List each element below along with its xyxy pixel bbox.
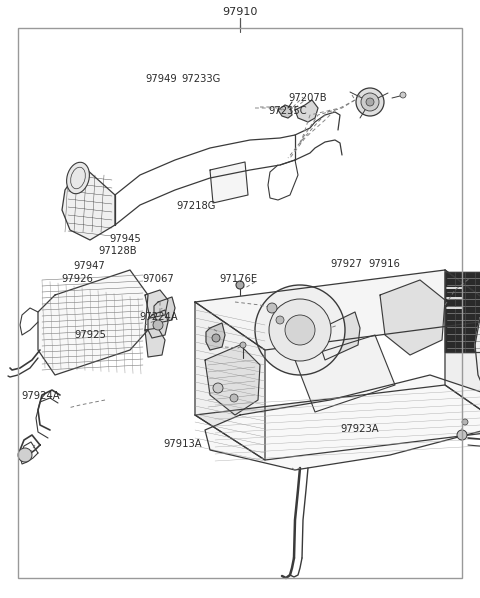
Circle shape	[213, 383, 223, 393]
Ellipse shape	[269, 299, 331, 361]
Circle shape	[276, 316, 284, 324]
Text: 97176E: 97176E	[220, 274, 258, 283]
Ellipse shape	[255, 285, 345, 375]
Text: 97910: 97910	[222, 7, 258, 17]
Ellipse shape	[67, 162, 89, 194]
Text: 97235C: 97235C	[269, 106, 307, 115]
Circle shape	[400, 92, 406, 98]
Circle shape	[457, 430, 467, 440]
Text: 97925: 97925	[74, 330, 106, 340]
Polygon shape	[205, 375, 480, 470]
Ellipse shape	[366, 98, 374, 106]
Polygon shape	[62, 168, 115, 240]
Circle shape	[153, 320, 163, 330]
Polygon shape	[145, 328, 165, 357]
Polygon shape	[278, 105, 292, 118]
Text: 97947: 97947	[73, 261, 105, 271]
Polygon shape	[295, 335, 395, 412]
Polygon shape	[195, 385, 480, 460]
Polygon shape	[210, 162, 248, 203]
Text: 97916: 97916	[369, 260, 400, 269]
Polygon shape	[195, 302, 265, 460]
Polygon shape	[148, 310, 168, 338]
Text: 97224A: 97224A	[139, 312, 178, 322]
Polygon shape	[445, 270, 480, 430]
Ellipse shape	[356, 88, 384, 116]
Circle shape	[212, 334, 220, 342]
Circle shape	[267, 303, 277, 313]
Text: 97913A: 97913A	[163, 439, 202, 448]
Polygon shape	[38, 270, 148, 375]
Text: 97924A: 97924A	[22, 391, 60, 401]
Text: 97067: 97067	[142, 274, 174, 283]
Polygon shape	[380, 280, 445, 355]
Circle shape	[240, 342, 246, 348]
Circle shape	[462, 419, 468, 425]
Circle shape	[230, 394, 238, 402]
Polygon shape	[475, 298, 480, 405]
Ellipse shape	[361, 93, 379, 111]
Polygon shape	[295, 100, 318, 122]
Polygon shape	[320, 312, 360, 360]
Circle shape	[18, 448, 32, 462]
Text: 97923A: 97923A	[341, 425, 379, 434]
Ellipse shape	[285, 315, 315, 345]
Text: 97207B: 97207B	[288, 93, 326, 103]
Circle shape	[236, 281, 244, 289]
Polygon shape	[195, 270, 480, 350]
Text: 97945: 97945	[110, 234, 142, 244]
Text: 97926: 97926	[62, 274, 94, 283]
Polygon shape	[205, 345, 260, 415]
Polygon shape	[445, 272, 480, 352]
Polygon shape	[206, 323, 225, 350]
Text: 97949: 97949	[145, 74, 177, 84]
Text: 97233G: 97233G	[181, 74, 221, 84]
Text: 97218G: 97218G	[177, 202, 216, 211]
Text: 97128B: 97128B	[98, 246, 137, 256]
Text: 97927: 97927	[330, 260, 362, 269]
Polygon shape	[154, 297, 175, 323]
Polygon shape	[145, 290, 168, 318]
